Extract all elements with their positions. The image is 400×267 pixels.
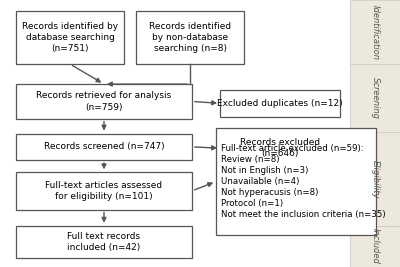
FancyBboxPatch shape: [16, 172, 192, 210]
Text: Identification: Identification: [370, 5, 380, 60]
FancyBboxPatch shape: [350, 226, 400, 267]
FancyBboxPatch shape: [350, 132, 400, 226]
Text: Eligibility: Eligibility: [370, 160, 380, 198]
Text: Included: Included: [370, 228, 380, 264]
FancyBboxPatch shape: [136, 11, 244, 64]
Text: Records retrieved for analysis
(n=759): Records retrieved for analysis (n=759): [36, 91, 172, 112]
Text: Full-text articles assessed
for eligibility (n=101): Full-text articles assessed for eligibil…: [46, 181, 162, 201]
Text: Records excluded
(n=646): Records excluded (n=646): [240, 138, 320, 158]
FancyBboxPatch shape: [16, 226, 192, 258]
FancyBboxPatch shape: [16, 84, 192, 119]
FancyBboxPatch shape: [350, 64, 400, 132]
FancyBboxPatch shape: [216, 128, 376, 235]
Text: Full text records
included (n=42): Full text records included (n=42): [67, 231, 141, 252]
FancyBboxPatch shape: [350, 0, 400, 64]
Text: Excluded duplicates (n=12): Excluded duplicates (n=12): [217, 99, 343, 108]
Text: Full-text article excluded (n=59):
Review (n=8)
Not in English (n=3)
Unavailable: Full-text article excluded (n=59): Revie…: [221, 144, 386, 219]
Text: Screening: Screening: [370, 77, 380, 119]
FancyBboxPatch shape: [220, 132, 340, 164]
Text: Records screened (n=747): Records screened (n=747): [44, 142, 164, 151]
Text: Records identified by
database searching
(n=751): Records identified by database searching…: [22, 22, 118, 53]
FancyBboxPatch shape: [16, 11, 124, 64]
Text: Records identified
by non-database
searching (n=8): Records identified by non-database searc…: [149, 22, 231, 53]
FancyBboxPatch shape: [16, 134, 192, 160]
FancyBboxPatch shape: [220, 90, 340, 117]
